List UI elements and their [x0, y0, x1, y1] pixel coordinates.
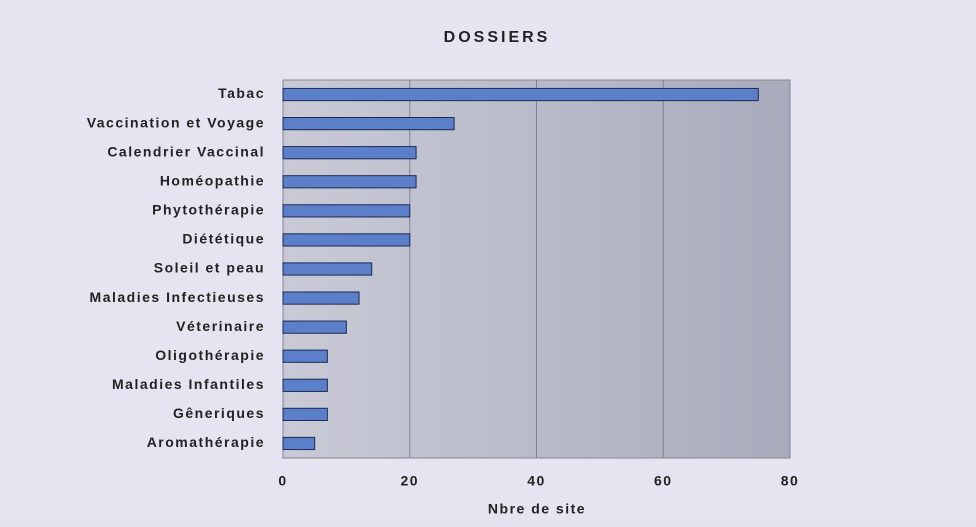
bar: [282, 349, 328, 363]
bar: [282, 262, 373, 276]
y-tick-label: Oligothérapie: [155, 347, 265, 363]
bar: [282, 146, 417, 160]
y-tick-label: Calendrier Vaccinal: [107, 143, 265, 159]
bar: [282, 233, 411, 247]
y-tick-label: Diététique: [182, 231, 265, 247]
y-tick-label: Homéopathie: [160, 172, 265, 188]
x-tick-label: 20: [400, 473, 419, 489]
bar: [282, 117, 455, 131]
y-tick-label: Tabac: [218, 85, 265, 101]
bar: [282, 320, 347, 334]
x-axis-label: Nbre de site: [488, 501, 586, 517]
y-tick-label: Soleil et peau: [154, 260, 265, 276]
x-tick-label: 80: [781, 473, 800, 489]
bar: [282, 436, 316, 451]
y-tick-label: Phytothérapie: [152, 202, 265, 218]
y-tick-label: Aromathérapie: [147, 434, 265, 450]
y-tick-label: Gêneriques: [173, 405, 265, 421]
bar: [282, 175, 417, 189]
y-tick-label: Maladies Infantiles: [112, 376, 265, 392]
bar: [282, 87, 759, 102]
y-tick-label: Véterinaire: [176, 318, 265, 334]
bar: [282, 291, 360, 305]
chart-title: DOSSIERS: [444, 29, 551, 46]
y-tick-label: Vaccination et Voyage: [87, 114, 265, 130]
x-tick-label: 0: [278, 473, 287, 489]
bar: [282, 204, 411, 218]
bar: [282, 407, 328, 421]
x-tick-label: 40: [527, 473, 546, 489]
y-tick-label: Maladies Infectieuses: [90, 289, 265, 305]
bar: [282, 378, 328, 392]
x-tick-label: 60: [654, 473, 673, 489]
